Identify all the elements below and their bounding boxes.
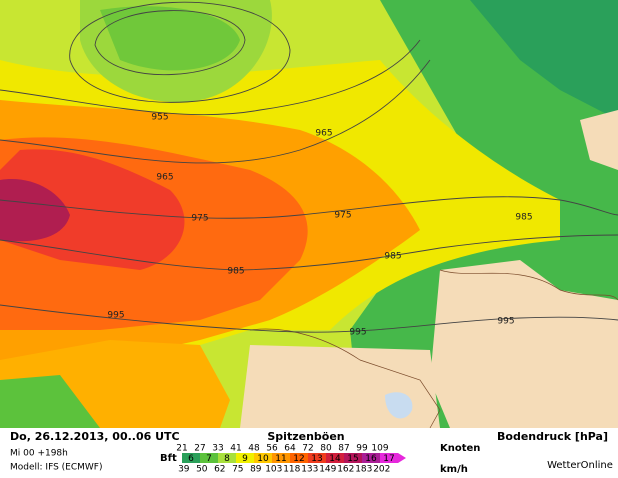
isobar-label: 965 <box>156 173 173 183</box>
bft-label: Bft <box>160 453 177 464</box>
isobar-labels: 955 965 965 975 975 985 985 985 995 995 995 <box>107 113 532 338</box>
isobar <box>0 59 431 164</box>
knots-value: 72 <box>302 444 313 454</box>
forecast-date: Do, 26.12.2013, 00..06 UTC <box>10 430 180 443</box>
forecast-run: Mi 00 +198h <box>10 449 68 459</box>
land <box>580 110 618 170</box>
knots-value: 64 <box>284 444 296 454</box>
isobar <box>0 196 618 219</box>
kmh-value: 75 <box>232 465 243 475</box>
scale-swatch <box>344 453 362 463</box>
isobar-label: 995 <box>497 317 514 327</box>
bft-value: 14 <box>329 454 341 464</box>
isobar <box>0 304 618 333</box>
pressure-title: Bodendruck [hPa] <box>497 430 608 443</box>
isobar <box>69 1 291 103</box>
scale-swatch <box>200 453 218 463</box>
model: Modell: IFS (ECMWF) <box>10 463 103 473</box>
brand: WetterOnline <box>547 460 613 471</box>
knots-value: 99 <box>356 444 368 454</box>
scale-swatch <box>272 453 290 463</box>
kmh-value: 39 <box>178 465 190 475</box>
scale-swatch <box>254 453 272 463</box>
kmh-value: 202 <box>373 465 390 475</box>
sea <box>385 392 413 419</box>
isobar-label: 985 <box>227 267 244 277</box>
coastline <box>439 269 618 301</box>
kmh-value: 50 <box>196 465 208 475</box>
scale-swatch <box>182 453 200 463</box>
bft-value: 10 <box>257 454 269 464</box>
knots-value: 41 <box>230 444 241 454</box>
scale-swatch <box>380 453 398 463</box>
gust-title: Spitzenböen <box>267 430 344 443</box>
isobar-label: 955 <box>151 113 168 123</box>
isobar-label: 985 <box>515 213 532 223</box>
kmh-value: 103 <box>265 465 282 475</box>
bft-value: 8 <box>224 454 230 464</box>
knots-value: 56 <box>266 444 278 454</box>
kmh-value: 118 <box>283 465 300 475</box>
kmh-value: 162 <box>337 465 354 475</box>
isobar-label: 995 <box>349 328 366 338</box>
land <box>430 260 618 428</box>
isobar <box>0 39 421 116</box>
bft-value: 7 <box>206 454 212 464</box>
wind-field <box>100 6 240 71</box>
map: 955 965 965 975 975 985 985 985 995 995 995 <box>0 0 618 429</box>
knots-value: 109 <box>371 444 388 454</box>
bft-value: 11 <box>275 454 286 464</box>
land <box>240 345 440 428</box>
kmh-value: 183 <box>355 465 372 475</box>
bft-value: 15 <box>347 454 358 464</box>
wind-field <box>0 179 70 242</box>
bft-value: 6 <box>188 454 194 464</box>
kmh-value: 62 <box>214 465 225 475</box>
isobar-label: 965 <box>315 129 332 139</box>
isobar-label: 975 <box>334 211 351 221</box>
knots-value: 80 <box>320 444 332 454</box>
coastline <box>249 328 441 429</box>
bft-value: 9 <box>242 454 248 464</box>
kmh-value: 149 <box>319 465 336 475</box>
knots-value: 21 <box>176 444 187 454</box>
isobar-label: 995 <box>107 311 124 321</box>
scale-swatch <box>290 453 308 463</box>
scale-swatch <box>362 453 380 463</box>
bft-value: 12 <box>293 454 304 464</box>
knots-value: 87 <box>338 444 349 454</box>
wind-field <box>470 0 618 120</box>
knots-label: Knoten <box>440 443 480 454</box>
wind-field <box>0 375 100 428</box>
bft-value: 13 <box>311 454 322 464</box>
knots-value: 27 <box>194 444 205 454</box>
isobar <box>94 10 246 76</box>
scale-swatch <box>326 453 344 463</box>
scale-swatch <box>218 453 236 463</box>
isobar-label: 975 <box>191 214 208 224</box>
scale-arrow <box>398 453 406 463</box>
kmh-label: km/h <box>440 464 468 475</box>
knots-value: 48 <box>248 444 260 454</box>
isobar-label: 985 <box>384 252 401 262</box>
kmh-value: 89 <box>250 465 262 475</box>
kmh-value: 133 <box>301 465 318 475</box>
scale-swatch <box>308 453 326 463</box>
isobar <box>0 234 618 271</box>
knots-value: 33 <box>212 444 223 454</box>
scale-swatch <box>236 453 254 463</box>
bft-value: 16 <box>365 454 377 464</box>
bft-value: 17 <box>383 454 394 464</box>
